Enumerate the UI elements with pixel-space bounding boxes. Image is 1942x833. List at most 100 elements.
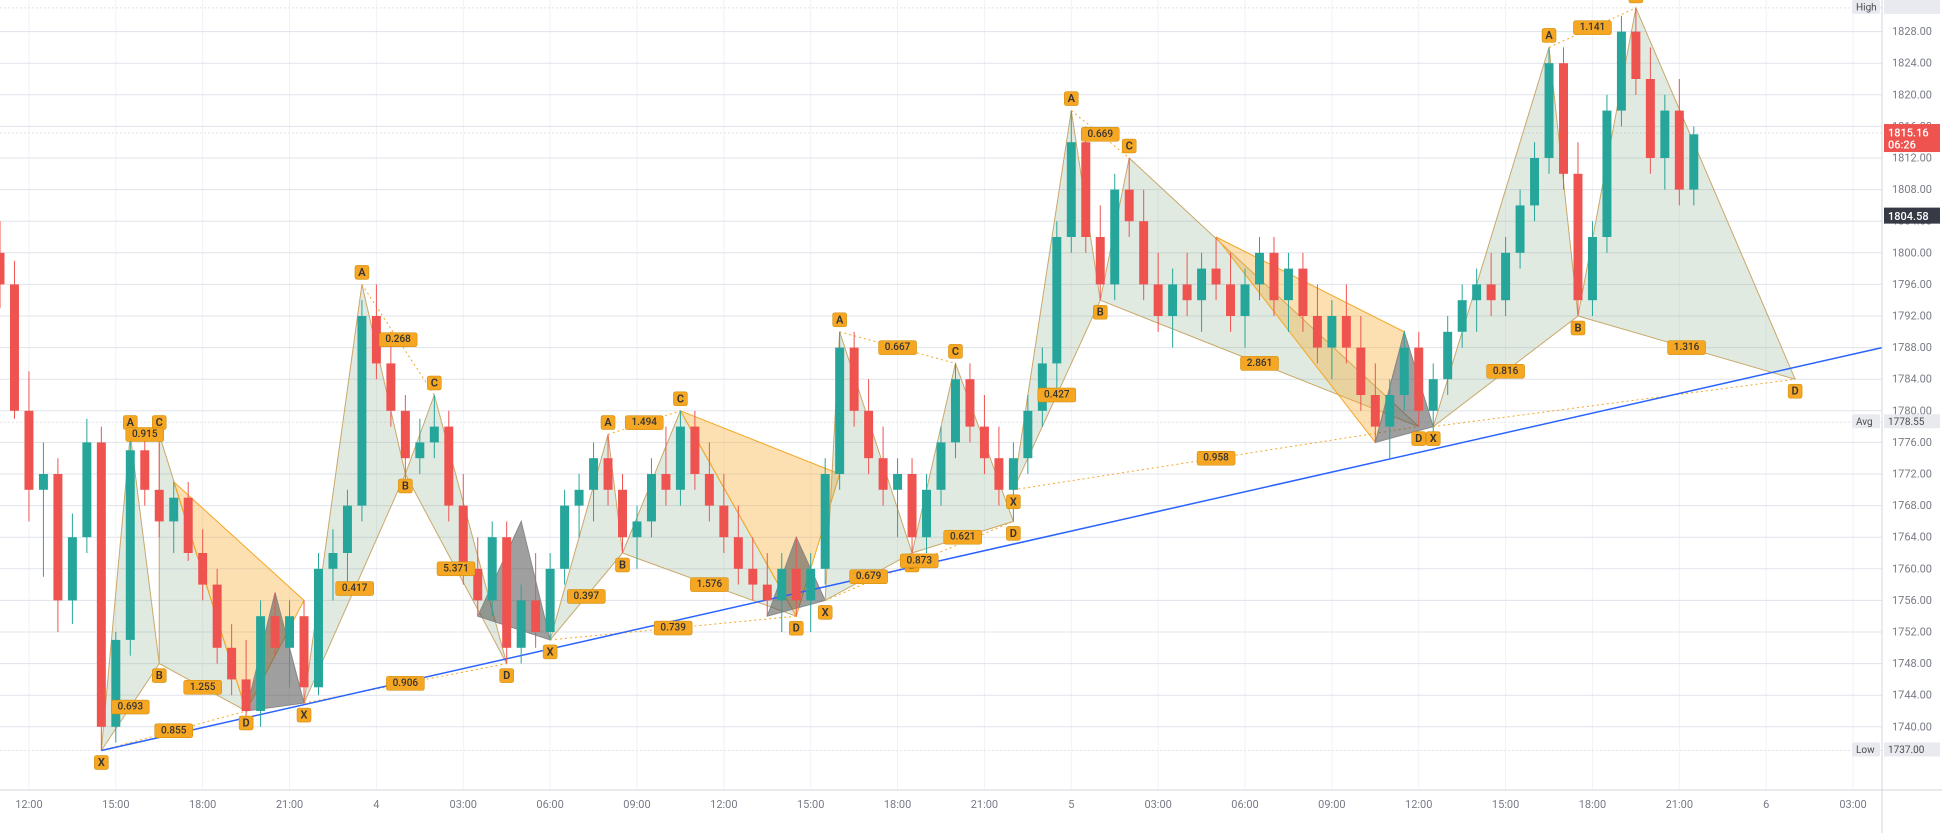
svg-text:1764.00: 1764.00 [1892,531,1932,544]
svg-text:15:00: 15:00 [1492,798,1519,811]
svg-text:0.693: 0.693 [118,702,144,713]
svg-text:A: A [604,416,612,429]
svg-text:1.255: 1.255 [190,682,216,693]
svg-text:D: D [1792,385,1799,398]
svg-text:1812.00: 1812.00 [1892,152,1932,165]
svg-text:B: B [402,480,409,493]
svg-text:03:00: 03:00 [1144,798,1171,811]
svg-text:1.316: 1.316 [1674,342,1700,353]
svg-text:1788.00: 1788.00 [1892,341,1932,354]
svg-text:09:00: 09:00 [623,798,650,811]
svg-text:C: C [431,377,438,390]
svg-text:0.667: 0.667 [885,342,911,353]
svg-text:0.739: 0.739 [660,623,686,634]
svg-text:D: D [1010,527,1017,540]
svg-text:09:00: 09:00 [1318,798,1345,811]
svg-text:18:00: 18:00 [884,798,911,811]
svg-text:A: A [358,266,366,279]
svg-text:1824.00: 1824.00 [1892,57,1932,70]
svg-text:A: A [127,416,135,429]
svg-text:B: B [619,559,626,572]
svg-text:0.906: 0.906 [393,678,419,689]
svg-text:0.397: 0.397 [574,591,600,602]
svg-text:1752.00: 1752.00 [1892,626,1932,639]
svg-text:Low: Low [1856,745,1875,756]
svg-text:0.268: 0.268 [385,334,411,345]
svg-text:C: C [1632,0,1639,2]
svg-text:A: A [836,313,844,326]
svg-text:12:00: 12:00 [710,798,737,811]
svg-text:Avg: Avg [1856,417,1873,428]
svg-text:0.873: 0.873 [907,555,933,566]
svg-text:1768.00: 1768.00 [1892,499,1932,512]
svg-text:03:00: 03:00 [1839,798,1866,811]
svg-text:1744.00: 1744.00 [1892,689,1932,702]
svg-text:1778.55: 1778.55 [1888,417,1925,428]
svg-text:1792.00: 1792.00 [1892,310,1932,323]
svg-text:0.621: 0.621 [950,532,976,543]
svg-text:D: D [243,717,250,730]
svg-text:A: A [1545,29,1553,42]
svg-text:5.371: 5.371 [443,563,469,574]
svg-text:X: X [301,709,308,722]
svg-text:C: C [677,392,684,405]
svg-text:1.494: 1.494 [631,417,657,428]
svg-text:06:00: 06:00 [1231,798,1258,811]
svg-text:5: 5 [1068,798,1074,811]
svg-text:D: D [503,669,510,682]
svg-text:15:00: 15:00 [102,798,129,811]
svg-text:6: 6 [1763,798,1769,811]
svg-text:1784.00: 1784.00 [1892,373,1932,386]
svg-text:1808.00: 1808.00 [1892,183,1932,196]
svg-text:06:00: 06:00 [536,798,563,811]
svg-text:X: X [822,606,829,619]
svg-text:0.679: 0.679 [856,571,882,582]
svg-text:4: 4 [373,798,379,811]
svg-text:D: D [1415,432,1422,445]
svg-text:0.417: 0.417 [342,583,368,594]
svg-text:1804.58: 1804.58 [1888,210,1929,223]
svg-text:C: C [952,345,959,358]
svg-text:0.958: 0.958 [1203,453,1229,464]
svg-text:1740.00: 1740.00 [1892,720,1932,733]
svg-text:1828.00: 1828.00 [1892,25,1932,38]
svg-text:21:00: 21:00 [276,798,303,811]
svg-text:High: High [1856,2,1877,13]
svg-text:0.855: 0.855 [161,725,187,736]
svg-text:1.576: 1.576 [697,579,723,590]
svg-text:1776.00: 1776.00 [1892,436,1932,449]
svg-text:1756.00: 1756.00 [1892,594,1932,607]
svg-text:C: C [1126,140,1133,153]
svg-text:21:00: 21:00 [1666,798,1693,811]
svg-text:1820.00: 1820.00 [1892,88,1932,101]
svg-text:X: X [1430,432,1437,445]
svg-text:B: B [156,669,163,682]
svg-text:18:00: 18:00 [189,798,216,811]
svg-text:X: X [1010,495,1017,508]
chart-svg[interactable]: 1740.00 1744.00 1748.00 1752.00 1756.00 1760.… [0,0,1942,833]
svg-text:C: C [156,416,163,429]
svg-text:D: D [793,622,800,635]
svg-text:0.669: 0.669 [1087,129,1113,140]
svg-text:X: X [547,645,554,658]
svg-text:1772.00: 1772.00 [1892,468,1932,481]
svg-text:12:00: 12:00 [15,798,42,811]
svg-text:03:00: 03:00 [450,798,477,811]
svg-text:1.141: 1.141 [1580,22,1606,33]
svg-text:15:00: 15:00 [797,798,824,811]
chart-container[interactable]: 1740.00 1744.00 1748.00 1752.00 1756.00 1760.… [0,0,1942,833]
svg-text:1800.00: 1800.00 [1892,246,1932,259]
svg-text:06:26: 06:26 [1888,139,1916,152]
svg-text:0.427: 0.427 [1044,390,1070,401]
svg-text:1748.00: 1748.00 [1892,657,1932,670]
svg-text:12:00: 12:00 [1405,798,1432,811]
svg-text:18:00: 18:00 [1579,798,1606,811]
svg-text:21:00: 21:00 [971,798,998,811]
svg-text:1737.00: 1737.00 [1888,745,1925,756]
svg-text:B: B [1574,322,1581,335]
svg-text:B: B [1097,306,1104,319]
svg-text:0.816: 0.816 [1493,366,1519,377]
svg-text:1760.00: 1760.00 [1892,562,1932,575]
svg-text:2.861: 2.861 [1247,358,1273,369]
svg-text:0.915: 0.915 [132,429,158,440]
